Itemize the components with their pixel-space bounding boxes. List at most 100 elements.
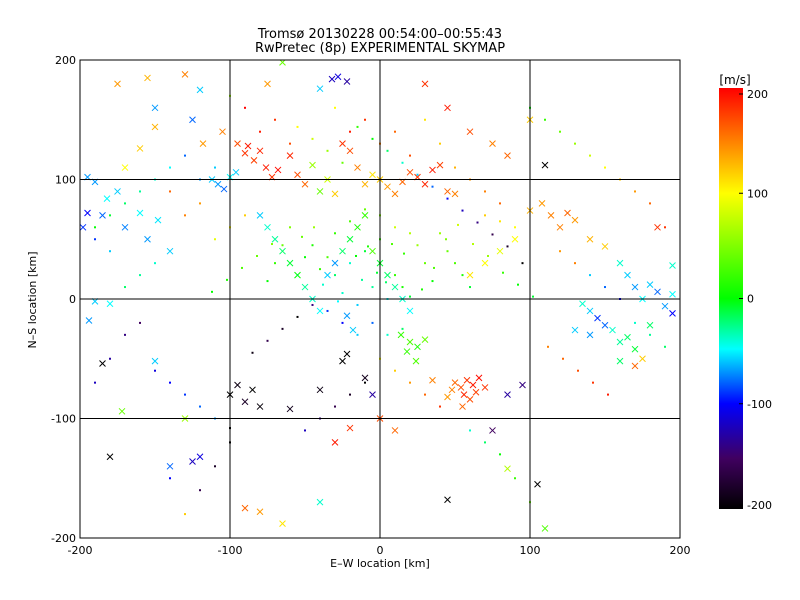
dot-point (445, 238, 447, 241)
dot-point (364, 381, 366, 384)
dot-point (499, 453, 501, 456)
y-tick-label: 0 (69, 293, 76, 306)
dot-point (664, 226, 666, 229)
cross-point (136, 209, 144, 217)
dot-point (139, 274, 141, 277)
dot-point (266, 280, 269, 283)
dot-point (349, 262, 351, 265)
dot-point (484, 441, 486, 444)
dot-point (311, 244, 314, 247)
cross-point (189, 116, 196, 124)
x-tick-label: 0 (377, 544, 384, 557)
cross-point (421, 336, 429, 343)
dot-point (326, 256, 329, 259)
cross-point (391, 283, 399, 291)
dot-point (349, 130, 351, 133)
cross-point (669, 262, 676, 269)
dot-point (241, 266, 243, 269)
cross-point (346, 235, 354, 243)
dot-point (371, 137, 374, 140)
dot-point (604, 286, 606, 289)
dot-point (211, 290, 213, 293)
dot-point (322, 283, 324, 286)
dot-point (214, 166, 216, 169)
dot-point (356, 125, 359, 128)
cross-point (541, 525, 549, 532)
dot-point (547, 345, 549, 348)
y-tick-label: 200 (55, 54, 76, 67)
dot-point (296, 125, 299, 128)
dot-point (313, 226, 315, 229)
dot-point (487, 254, 489, 257)
cross-point (616, 357, 624, 365)
dot-point (457, 223, 459, 226)
cross-point (472, 388, 480, 396)
cross-point (80, 223, 87, 231)
cross-point (234, 140, 241, 148)
cross-point (631, 283, 639, 291)
dot-point (371, 321, 374, 324)
cross-point (301, 180, 309, 188)
dot-point (431, 280, 434, 283)
dot-point (559, 130, 561, 133)
colorbar-label: [m/s] (719, 73, 750, 87)
cross-point (421, 180, 429, 188)
cross-point (601, 243, 609, 250)
cross-point (196, 86, 204, 94)
cross-point (118, 407, 126, 415)
cross-point (463, 376, 471, 384)
cross-point (571, 326, 579, 334)
dot-point (139, 190, 141, 193)
cross-point (294, 171, 301, 179)
cross-point (166, 247, 174, 255)
dot-point (356, 303, 359, 306)
dot-point (416, 244, 419, 247)
cross-point (346, 424, 354, 432)
cross-point (196, 453, 204, 461)
dot-point (499, 220, 501, 223)
chart-title: Tromsø 20130228 00:54:00–00:55:43 (257, 27, 502, 42)
dot-point (244, 214, 246, 217)
dot-point (394, 130, 396, 133)
dot-point (341, 321, 344, 324)
y-tick-label: -200 (51, 532, 76, 545)
dot-point (409, 295, 411, 298)
dot-point (356, 333, 359, 336)
dot-point (274, 262, 276, 265)
dot-point (416, 173, 419, 176)
cross-point (646, 281, 654, 289)
cross-point (661, 302, 669, 310)
dot-point (454, 166, 456, 169)
dot-point (664, 345, 666, 348)
cross-point (331, 190, 339, 198)
cross-point (328, 75, 336, 83)
cross-point (654, 288, 661, 296)
cross-point (114, 188, 121, 195)
dot-point (461, 209, 464, 212)
dot-point (574, 142, 576, 145)
dot-point (334, 106, 336, 109)
dot-point (517, 283, 519, 286)
cross-point (571, 216, 579, 224)
dot-point (349, 393, 351, 396)
dot-point (589, 274, 591, 277)
x-tick-label: -200 (68, 544, 93, 557)
cross-point (99, 211, 106, 219)
cross-point (286, 405, 294, 413)
cross-point (301, 283, 309, 291)
cross-point (256, 147, 264, 155)
cross-point (361, 180, 369, 188)
dot-point (94, 226, 96, 229)
dot-point (592, 381, 594, 384)
cross-point (106, 453, 114, 461)
dot-point (574, 262, 576, 265)
cross-point (406, 307, 414, 315)
dot-point (514, 226, 516, 229)
cross-point (586, 235, 594, 243)
cross-point (144, 74, 151, 82)
cross-point (460, 391, 468, 398)
dot-point (349, 220, 351, 223)
dot-point (169, 166, 171, 169)
cross-point (279, 247, 286, 255)
